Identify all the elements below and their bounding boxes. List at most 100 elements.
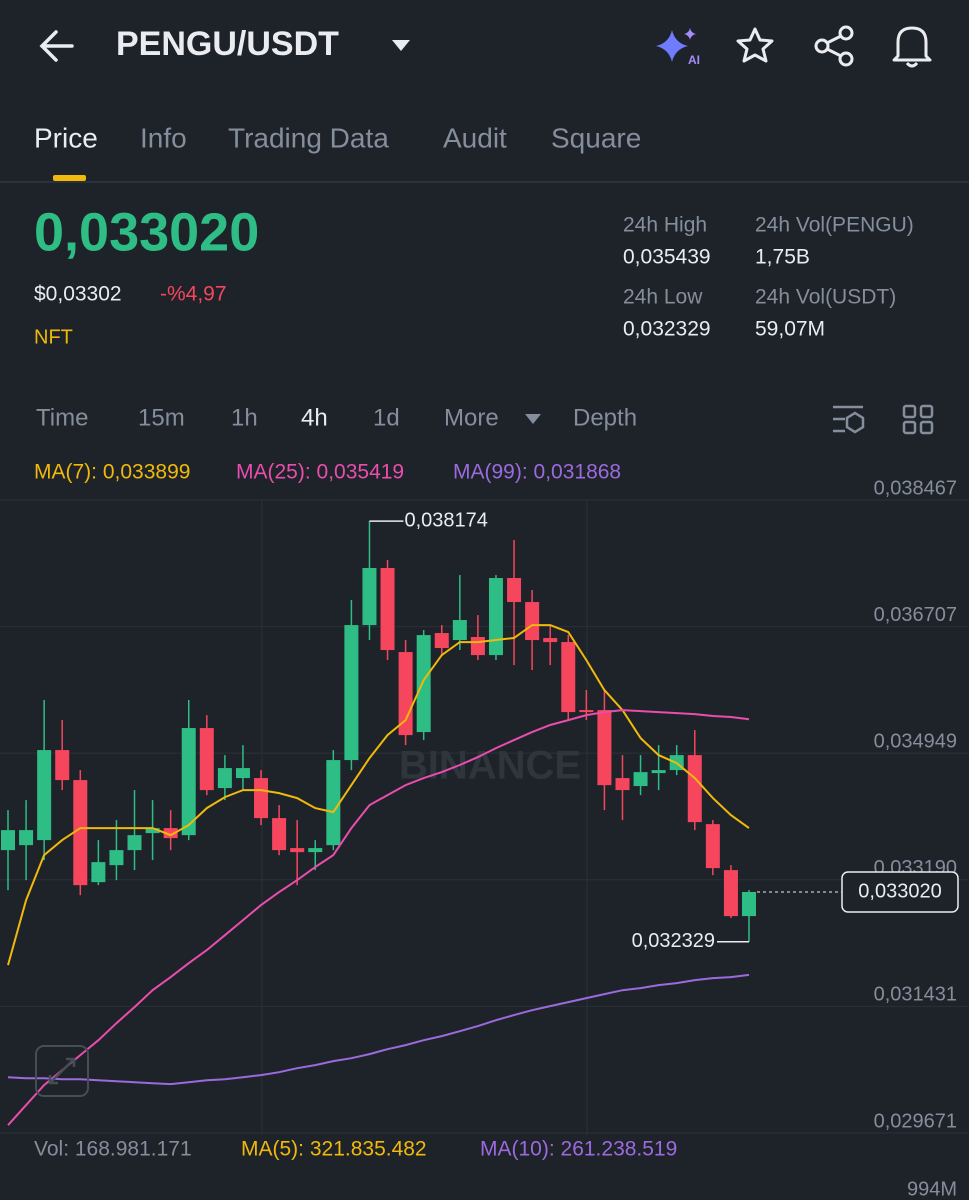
candle-body bbox=[380, 568, 395, 651]
active-tab-indicator bbox=[53, 175, 86, 181]
last-price-label: 0,033020 bbox=[858, 880, 941, 902]
ai-sparkle bbox=[656, 30, 688, 62]
favorite-button[interactable] bbox=[736, 27, 774, 63]
candle-body bbox=[109, 850, 124, 866]
candle-body bbox=[308, 848, 323, 853]
candle-body bbox=[326, 760, 341, 846]
candle-body bbox=[199, 728, 214, 791]
candle-body bbox=[488, 578, 503, 656]
candle-body bbox=[452, 620, 467, 641]
tag[interactable]: NFT bbox=[34, 326, 73, 348]
share-icon bbox=[838, 51, 854, 67]
candle-body bbox=[651, 770, 666, 774]
stat-label: 24h High bbox=[623, 214, 707, 237]
layout-icon bbox=[919, 420, 934, 435]
candle-body bbox=[615, 778, 630, 791]
candle-body bbox=[272, 818, 287, 851]
candle-body bbox=[723, 870, 738, 917]
chart-settings-button[interactable] bbox=[833, 405, 865, 434]
price-change: -%4,97 bbox=[160, 283, 227, 306]
candle-body bbox=[705, 824, 720, 869]
layout-button[interactable] bbox=[902, 404, 934, 435]
candle-body bbox=[91, 862, 106, 883]
tab[interactable]: Trading Data bbox=[228, 122, 389, 153]
layout-icon bbox=[902, 420, 917, 435]
candle-body bbox=[37, 750, 52, 841]
tab[interactable]: Price bbox=[34, 122, 98, 153]
share-button[interactable] bbox=[814, 25, 854, 67]
fullscreen-button[interactable] bbox=[35, 1045, 89, 1097]
candle-body bbox=[687, 755, 702, 823]
candle-body bbox=[290, 848, 305, 853]
layout-icon bbox=[902, 404, 917, 419]
stat-value: 59,07M bbox=[755, 318, 825, 341]
volume-legend: MA(10): 261.238.519 bbox=[480, 1138, 677, 1161]
candle-body bbox=[127, 835, 142, 851]
interval-option[interactable]: More bbox=[444, 404, 499, 431]
alert-button[interactable] bbox=[892, 26, 932, 68]
interval-option[interactable]: 1d bbox=[373, 404, 400, 431]
candle-body bbox=[398, 652, 413, 736]
fullscreen-icon bbox=[35, 1045, 89, 1097]
y-tick-label: 0,038467 bbox=[874, 477, 957, 499]
fullscreen-icon bbox=[48, 1057, 76, 1085]
ma-line bbox=[7, 709, 750, 1126]
last-price-tag bbox=[841, 871, 959, 913]
candle-body bbox=[362, 568, 377, 626]
interval-option[interactable]: 4h bbox=[301, 404, 328, 431]
tab[interactable]: Square bbox=[551, 122, 641, 153]
price-usd: $0,03302 bbox=[34, 283, 122, 306]
ai-button[interactable]: AI bbox=[656, 28, 700, 67]
candle-body bbox=[181, 728, 196, 836]
candle-body bbox=[561, 642, 576, 713]
interval-option[interactable]: Time bbox=[36, 404, 88, 431]
candle-body bbox=[1, 830, 15, 851]
candle-body bbox=[19, 830, 34, 846]
back-button[interactable] bbox=[39, 30, 74, 62]
candle-body bbox=[344, 625, 359, 761]
last-price: 0,033020 bbox=[34, 202, 259, 262]
settings-icon bbox=[845, 411, 865, 434]
stat-label: 24h Vol(USDT) bbox=[755, 286, 896, 309]
tab[interactable]: Audit bbox=[443, 122, 507, 153]
stat-label: 24h Low bbox=[623, 286, 703, 309]
ma-legend: MA(7): 0,033899 bbox=[34, 461, 190, 484]
candle-body bbox=[163, 828, 178, 839]
candle-body bbox=[235, 768, 250, 779]
candle-body bbox=[742, 891, 756, 917]
volume-axis-label: 994M bbox=[907, 1178, 957, 1200]
candle-body bbox=[434, 633, 449, 649]
layout-icon bbox=[919, 404, 934, 419]
pair-title[interactable]: PENGU/USDT bbox=[116, 25, 339, 63]
y-tick-label: 0,036707 bbox=[874, 604, 957, 626]
tab[interactable]: Info bbox=[140, 122, 187, 153]
candle-body bbox=[633, 772, 648, 787]
stat-label: 24h Vol(PENGU) bbox=[755, 214, 914, 237]
candle-body bbox=[55, 750, 70, 781]
interval-option[interactable]: Depth bbox=[573, 404, 637, 431]
more-dropdown[interactable] bbox=[525, 414, 541, 424]
ma-legend: MA(25): 0,035419 bbox=[236, 461, 404, 484]
y-tick-label: 0,034949 bbox=[874, 730, 957, 752]
candle-body bbox=[525, 602, 540, 641]
candle-body bbox=[579, 710, 594, 713]
share-icon bbox=[838, 25, 854, 41]
candle-body bbox=[254, 778, 269, 819]
candle-body bbox=[217, 768, 232, 789]
ma-line bbox=[7, 624, 750, 966]
share-icon bbox=[814, 38, 830, 54]
settings-icon bbox=[833, 405, 863, 433]
interval-option[interactable]: 15m bbox=[138, 404, 185, 431]
candle-body bbox=[597, 710, 612, 786]
high-annotation: 0,038174 bbox=[404, 509, 487, 531]
y-tick-label: 0,031431 bbox=[874, 984, 957, 1006]
stat-value: 0,032329 bbox=[623, 318, 711, 341]
interval-option[interactable]: 1h bbox=[231, 404, 258, 431]
candle-body bbox=[416, 635, 431, 733]
candle-body bbox=[73, 780, 88, 886]
pair-dropdown[interactable] bbox=[392, 40, 410, 51]
candle-body bbox=[507, 578, 522, 603]
